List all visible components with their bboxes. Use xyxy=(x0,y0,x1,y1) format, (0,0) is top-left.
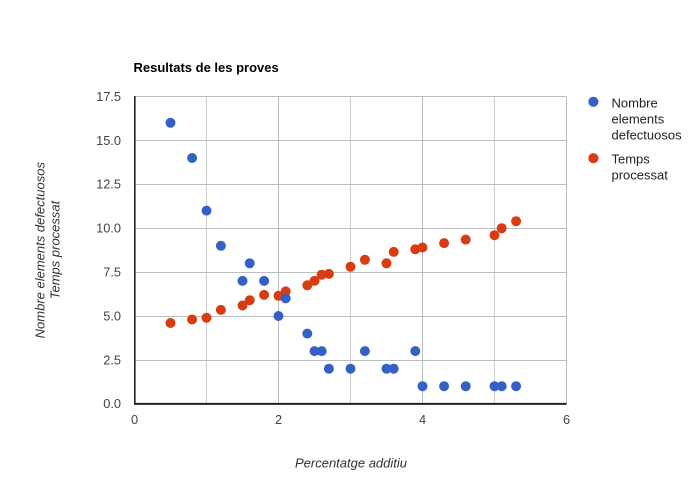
svg-text:Nombre elements defectuosos: Nombre elements defectuosos xyxy=(32,162,47,339)
svg-text:2: 2 xyxy=(275,412,282,427)
svg-text:processat: processat xyxy=(612,168,669,183)
svg-text:4: 4 xyxy=(419,412,426,427)
svg-text:7.5: 7.5 xyxy=(103,265,121,280)
svg-text:0.0: 0.0 xyxy=(103,396,121,411)
svg-text:5.0: 5.0 xyxy=(103,308,121,323)
svg-text:Temps: Temps xyxy=(612,152,651,167)
svg-text:12.5: 12.5 xyxy=(96,177,121,192)
svg-text:2.5: 2.5 xyxy=(103,352,121,367)
svg-text:Resultats de les proves: Resultats de les proves xyxy=(134,60,279,75)
svg-text:Nombre: Nombre xyxy=(612,96,658,111)
svg-text:Percentatge additiu: Percentatge additiu xyxy=(295,456,407,471)
svg-text:17.5: 17.5 xyxy=(96,89,121,104)
svg-text:Temps processat: Temps processat xyxy=(47,199,62,299)
svg-text:6: 6 xyxy=(563,412,570,427)
svg-text:defectuosos: defectuosos xyxy=(612,128,683,143)
svg-text:0: 0 xyxy=(131,412,138,427)
svg-text:elements: elements xyxy=(612,112,665,127)
svg-text:15.0: 15.0 xyxy=(96,133,121,148)
svg-text:10.0: 10.0 xyxy=(96,221,121,236)
